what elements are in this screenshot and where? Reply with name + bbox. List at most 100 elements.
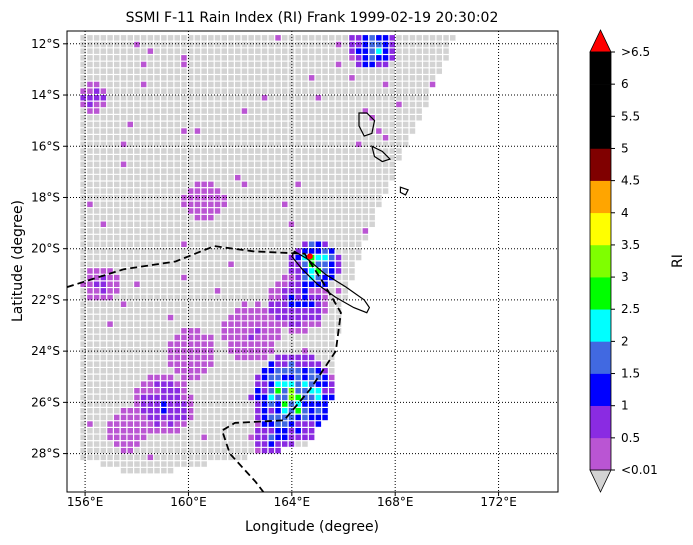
- swath-pixel: [315, 348, 322, 354]
- swath-pixel: [235, 81, 241, 88]
- swath-pixel: [416, 108, 422, 114]
- swath-pixel: [154, 288, 160, 294]
- swath-pixel: [288, 401, 295, 407]
- swath-pixel: [241, 301, 248, 307]
- swath-pixel: [335, 214, 342, 221]
- swath-pixel: [187, 41, 194, 48]
- swath-pixel: [248, 368, 254, 374]
- x-axis-label: Longitude (degree): [245, 519, 379, 535]
- swath-pixel: [87, 281, 93, 287]
- swath-pixel: [248, 208, 254, 214]
- swath-pixel: [235, 308, 241, 314]
- swath-pixel: [221, 441, 227, 447]
- swath-pixel: [181, 381, 187, 387]
- swath-pixel: [214, 308, 221, 314]
- swath-pixel: [315, 308, 322, 314]
- map-area[interactable]: [66, 30, 559, 493]
- swath-pixel: [208, 447, 214, 454]
- colorbar-tick-label: 5: [621, 141, 629, 155]
- swath-pixel: [255, 401, 261, 407]
- swath-pixel: [87, 321, 93, 327]
- swath-pixel: [342, 148, 348, 154]
- swath-pixel: [140, 461, 147, 467]
- swath-pixel: [268, 321, 275, 327]
- swath-pixel: [208, 374, 214, 381]
- swath-pixel: [187, 55, 194, 61]
- swath-pixel: [107, 348, 113, 354]
- swath-pixel: [187, 135, 194, 141]
- swath-pixel: [409, 95, 416, 101]
- swath-pixel: [107, 234, 113, 241]
- swath-pixel: [161, 454, 167, 461]
- swath-pixel: [127, 168, 133, 174]
- swath-pixel: [194, 121, 201, 128]
- swath-pixel: [214, 155, 221, 161]
- swath-pixel: [147, 268, 154, 274]
- swath-pixel: [248, 328, 254, 334]
- swath-pixel: [127, 368, 133, 374]
- swath-pixel: [248, 121, 254, 128]
- swath-pixel: [349, 161, 355, 168]
- swath-pixel: [241, 168, 248, 174]
- swath-pixel: [93, 281, 100, 287]
- swath-pixel: [147, 467, 154, 474]
- swath-pixel: [288, 268, 295, 274]
- swath-pixel: [382, 88, 389, 94]
- swath-pixel: [87, 261, 93, 267]
- swath-pixel: [342, 115, 348, 121]
- swath-pixel: [174, 214, 180, 221]
- swath-pixel: [161, 121, 167, 128]
- swath-pixel: [174, 248, 180, 254]
- swath-pixel: [127, 274, 133, 281]
- swath-pixel: [201, 155, 207, 161]
- swath-pixel: [282, 148, 288, 154]
- swath-pixel: [282, 248, 288, 254]
- swath-pixel: [402, 128, 409, 134]
- swath-pixel: [214, 75, 221, 81]
- swath-pixel: [322, 208, 328, 214]
- swath-pixel: [382, 141, 389, 148]
- swath-pixel: [154, 401, 160, 407]
- swath-pixel: [261, 368, 268, 374]
- swath-pixel: [120, 421, 127, 427]
- swath-pixel: [228, 414, 234, 421]
- swath-pixel: [140, 161, 147, 168]
- swath-pixel: [161, 281, 167, 287]
- swath-pixel: [100, 261, 107, 267]
- y-axis-ticks: 12°S14°S16°S18°S20°S22°S24°S26°S28°S: [31, 37, 67, 461]
- swath-pixel: [248, 88, 254, 94]
- swath-pixel: [255, 121, 261, 128]
- swath-pixel: [87, 254, 93, 261]
- swath-pixel: [221, 214, 227, 221]
- swath-pixel: [402, 108, 409, 114]
- swath-pixel: [221, 361, 227, 367]
- swath-pixel: [221, 328, 227, 334]
- swath-pixel: [315, 155, 322, 161]
- swath-pixel: [302, 95, 308, 101]
- swath-pixel: [389, 135, 395, 141]
- swath-pixel: [396, 55, 402, 61]
- swath-pixel: [194, 41, 201, 48]
- swath-pixel: [208, 341, 214, 347]
- swath-pixel: [369, 201, 375, 208]
- colorbar-segment: [590, 309, 611, 342]
- swath-pixel: [389, 81, 395, 88]
- swath-pixel: [268, 447, 275, 454]
- swath-pixel: [174, 155, 180, 161]
- swath-pixel: [194, 354, 201, 361]
- swath-pixel: [268, 234, 275, 241]
- swath-pixel: [255, 441, 261, 447]
- swath-pixel: [369, 181, 375, 188]
- swath-pixel: [235, 368, 241, 374]
- swath-pixel: [389, 35, 395, 41]
- swath-pixel: [87, 401, 93, 407]
- swath-pixel: [127, 161, 133, 168]
- swath-pixel: [335, 48, 342, 54]
- swath-pixel: [147, 148, 154, 154]
- swath-pixel: [140, 301, 147, 307]
- swath-pixel: [100, 414, 107, 421]
- swath-pixel: [275, 381, 281, 387]
- swath-pixel: [187, 181, 194, 188]
- swath-pixel: [107, 155, 113, 161]
- swath-pixel: [201, 81, 207, 88]
